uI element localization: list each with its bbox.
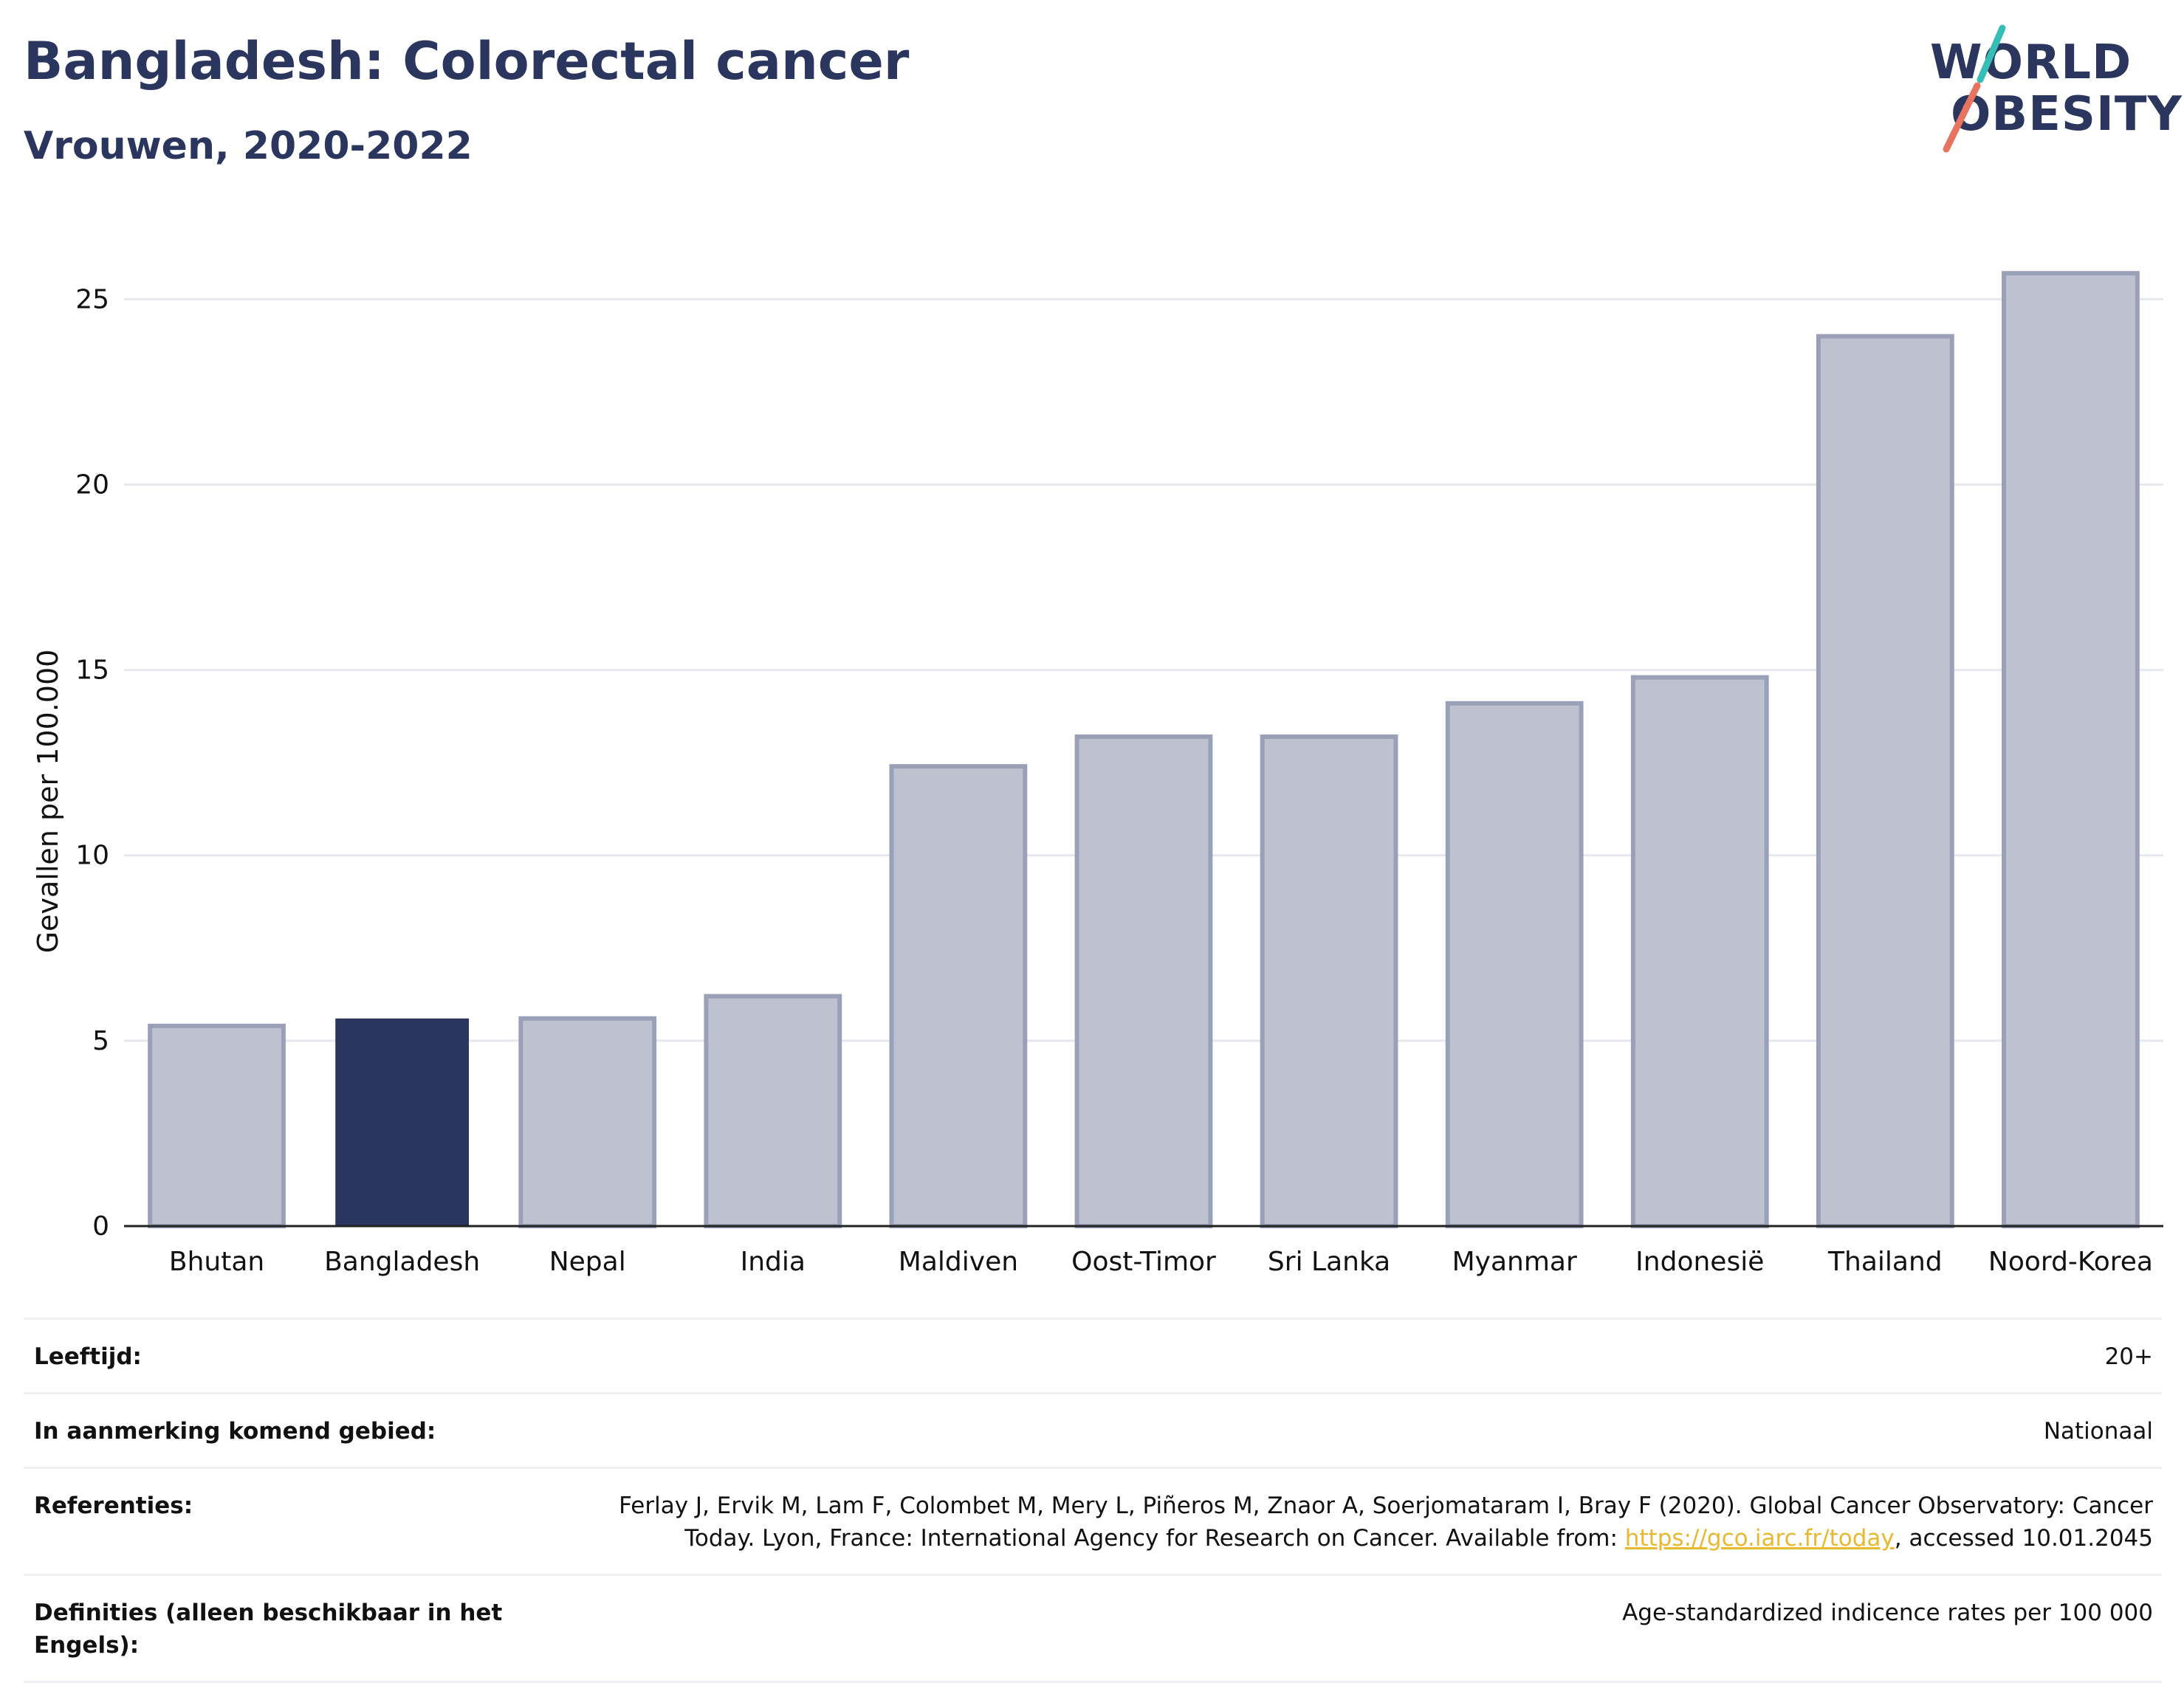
bar-myanmar[interactable] — [1445, 701, 1584, 1228]
bar-nepal[interactable] — [518, 1016, 657, 1228]
page-title: Bangladesh: Colorectal cancer — [24, 31, 910, 92]
logo-line1: WORLD — [1930, 35, 2132, 90]
references-link[interactable]: https://gco.iarc.fr/today — [1624, 1525, 1895, 1552]
x-tick-label: India — [741, 1247, 806, 1277]
x-tick-label: Thailand — [1827, 1247, 1943, 1277]
x-tick-label: Nepal — [549, 1247, 626, 1277]
x-tick-label: Bhutan — [169, 1247, 264, 1277]
meta-row-area: In aanmerking komend gebied: Nationaal — [24, 1392, 2162, 1467]
logo-slash-icon — [1943, 24, 2006, 153]
meta-value: Age-standardized indicence rates per 100… — [1622, 1600, 2153, 1626]
bar-india[interactable] — [704, 994, 842, 1228]
bar-indonesi-[interactable] — [1630, 675, 1769, 1228]
bar-chart: 0 5 10 15 20 25 Bhutan Bangladesh Nepal India Mald… — [32, 271, 2163, 1277]
references-text: Ferlay J, Ervik M, Lam F, Colombet M, Me… — [543, 1490, 2153, 1555]
bar-maldiven[interactable] — [889, 764, 1028, 1228]
y-tick-label: 0 — [92, 1211, 109, 1242]
y-tick-label: 15 — [75, 655, 109, 686]
meta-row-definitions: Definities (alleen beschikbaar in het En… — [24, 1574, 2162, 1683]
bar-bangladesh[interactable] — [335, 1018, 470, 1226]
meta-label: Leeftijd: — [34, 1343, 142, 1370]
bar-noord-korea[interactable] — [2002, 271, 2140, 1228]
meta-row-age: Leeftijd: 20+ — [24, 1318, 2162, 1392]
references-text-after: , accessed 10.01.2045 — [1894, 1525, 2153, 1552]
meta-label: Referenties: — [34, 1493, 193, 1519]
x-tick-label: Myanmar — [1452, 1247, 1577, 1277]
y-tick-label: 5 — [92, 1026, 109, 1056]
meta-value: 20+ — [2104, 1343, 2153, 1370]
y-tick-label: 25 — [75, 284, 109, 314]
world-obesity-logo: WORLD OBESITY — [1920, 22, 2182, 155]
bar-layer — [148, 271, 2140, 1228]
metadata-table: Leeftijd: 20+ In aanmerking komend gebie… — [24, 1318, 2162, 1683]
meta-value: Nationaal — [2043, 1418, 2153, 1445]
x-tick-label: Indonesië — [1635, 1247, 1764, 1277]
x-tick-label: Noord-Korea — [1988, 1247, 2153, 1277]
bar-oost-timor[interactable] — [1074, 734, 1213, 1228]
x-tick-label: Sri Lanka — [1268, 1247, 1390, 1277]
page-subtitle: Vrouwen, 2020-2022 — [24, 124, 473, 168]
axis-layer: 0 5 10 15 20 25 Bhutan Bangladesh Nepal India Mald… — [75, 284, 2163, 1277]
references-text-before: Ferlay J, Ervik M, Lam F, Colombet M, Me… — [619, 1493, 2153, 1552]
bar-bhutan[interactable] — [148, 1023, 286, 1228]
meta-label: In aanmerking komend gebied: — [34, 1418, 436, 1445]
y-tick-label: 20 — [75, 469, 109, 500]
logo-line2: OBESITY — [1951, 87, 2183, 142]
y-axis-title: Gevallen per 100.000 — [32, 650, 64, 954]
bar-thailand[interactable] — [1816, 334, 1954, 1228]
x-tick-label: Bangladesh — [324, 1247, 480, 1277]
meta-row-references: Referenties: Ferlay J, Ervik M, Lam F, C… — [24, 1467, 2162, 1574]
y-tick-label: 10 — [75, 841, 109, 871]
meta-label: Definities (alleen beschikbaar in het En… — [34, 1600, 503, 1659]
bar-sri-lanka[interactable] — [1260, 734, 1398, 1228]
x-tick-label: Maldiven — [899, 1247, 1018, 1277]
x-tick-label: Oost-Timor — [1071, 1247, 1216, 1277]
